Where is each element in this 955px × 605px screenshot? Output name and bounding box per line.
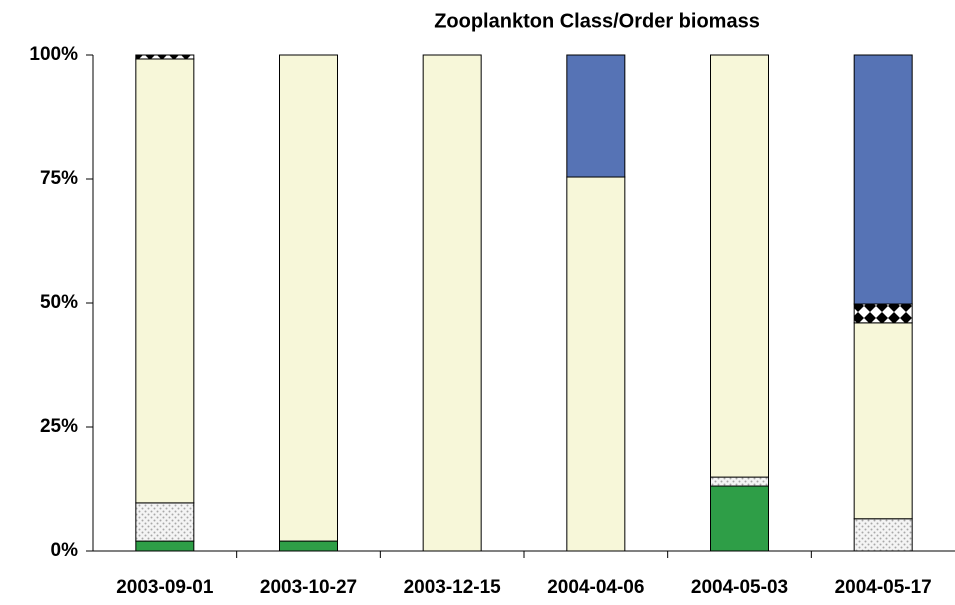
chart-title: Zooplankton Class/Order biomass [434,10,760,32]
x-tick-label: 2004-05-17 [835,577,932,598]
x-tick-label: 2004-05-03 [691,577,788,598]
x-tick-label: 2004-04-06 [547,577,644,598]
bar-segment [279,540,338,552]
bar-segment [853,322,913,520]
bar-segment [135,58,195,504]
y-tick-label: 50% [40,292,78,313]
bar-segment [422,54,482,552]
bar-segment [710,485,769,552]
bar-segment [853,518,913,552]
x-tick-label: 2003-12-15 [404,577,502,598]
bar-segment [566,176,626,552]
bar-segment [853,303,913,324]
x-tick-label: 2003-09-01 [116,577,214,598]
bar-segment [135,502,195,542]
y-tick-label: 100% [29,44,78,65]
bar-segment [135,540,195,552]
y-tick-label: 25% [40,416,78,437]
bar-segment [710,54,769,478]
y-tick-label: 0% [51,540,79,561]
bar-segment [566,54,626,178]
x-tick-label: 2003-10-27 [260,577,357,598]
bar-segment [279,54,338,542]
bar-segment [135,54,195,60]
bar-segment [710,476,769,487]
bar-segment [853,54,913,305]
y-tick-label: 75% [40,168,78,189]
